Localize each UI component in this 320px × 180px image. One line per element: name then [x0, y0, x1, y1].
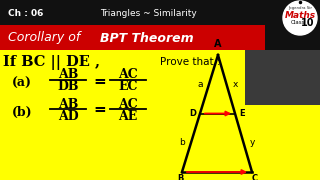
Text: =: =	[94, 73, 106, 89]
Text: Triangles ~ Similarity: Triangles ~ Similarity	[100, 8, 196, 17]
Text: If BC || DE ,: If BC || DE ,	[3, 55, 100, 69]
Text: Class: Class	[291, 19, 306, 24]
Bar	[0, 50, 320, 180]
Text: C: C	[252, 174, 258, 180]
Text: AD: AD	[58, 111, 78, 123]
Text: (b): (b)	[12, 105, 33, 118]
Text: a: a	[197, 80, 203, 89]
Text: Maths: Maths	[284, 10, 316, 19]
Text: AC: AC	[118, 69, 138, 82]
Text: Prove that :: Prove that :	[160, 57, 220, 67]
Bar	[245, 50, 320, 105]
Text: b: b	[179, 138, 185, 147]
Text: AB: AB	[58, 69, 78, 82]
Text: Ch : 06: Ch : 06	[8, 8, 44, 17]
Text: (a): (a)	[12, 76, 32, 89]
Text: y: y	[250, 138, 255, 147]
Text: B: B	[177, 174, 183, 180]
Text: 10: 10	[301, 18, 315, 28]
Bar	[0, 25, 265, 50]
Text: Jogendra Sir: Jogendra Sir	[288, 6, 312, 10]
Text: AB: AB	[58, 98, 78, 111]
Text: A: A	[214, 39, 222, 49]
Bar	[0, 0, 320, 25]
Text: =: =	[94, 102, 106, 118]
Text: x: x	[233, 80, 238, 89]
Text: E: E	[239, 109, 244, 118]
Text: EC: EC	[118, 80, 138, 93]
Text: AE: AE	[118, 111, 138, 123]
Circle shape	[283, 1, 317, 35]
Text: D: D	[189, 109, 196, 118]
Text: DB: DB	[57, 80, 79, 93]
Text: AC: AC	[118, 98, 138, 111]
Text: BPT Theorem: BPT Theorem	[100, 31, 194, 44]
Text: Corollary of: Corollary of	[8, 31, 84, 44]
